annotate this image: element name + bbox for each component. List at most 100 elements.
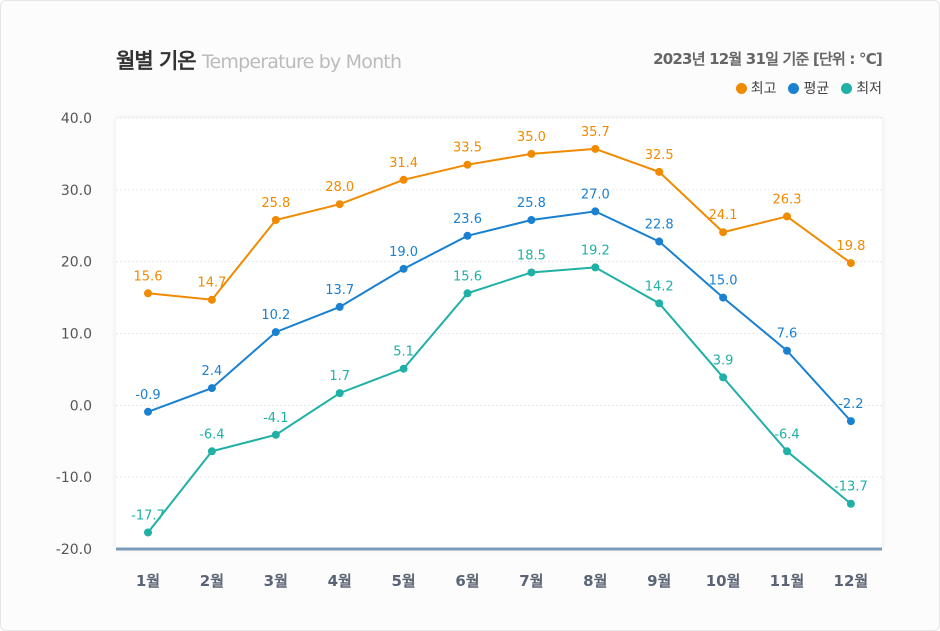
legend-item: 최고 <box>735 78 777 98</box>
x-tick-label: 11월 <box>770 572 805 590</box>
legend: 최고 평균 최저 <box>735 78 882 98</box>
data-point <box>846 417 855 426</box>
data-label: 31.4 <box>389 156 418 171</box>
data-point <box>271 430 280 439</box>
data-label: 27.0 <box>581 187 610 202</box>
data-point <box>591 263 600 272</box>
data-point <box>655 237 664 246</box>
data-point <box>591 207 600 216</box>
data-label: 15.6 <box>134 269 163 284</box>
data-label: 25.8 <box>261 196 290 211</box>
data-label: 22.8 <box>645 218 674 233</box>
data-label: 15.0 <box>709 274 738 289</box>
y-tick-label: -10.0 <box>56 470 92 486</box>
data-point <box>144 407 152 416</box>
data-point <box>399 364 408 373</box>
data-point <box>719 228 728 237</box>
title-text: 월별 기온 <box>116 49 197 73</box>
data-label: 13.7 <box>325 283 354 298</box>
data-point <box>783 447 791 456</box>
data-label: 14.7 <box>197 276 226 291</box>
data-point <box>144 528 152 537</box>
legend-label: 평균 <box>803 81 830 97</box>
data-label: -6.4 <box>774 427 799 442</box>
x-tick-label: 5월 <box>391 572 415 590</box>
y-tick-label: -20.0 <box>56 542 92 558</box>
legend-dot-icon <box>735 82 747 94</box>
data-point <box>335 389 344 398</box>
chart-subtitle: Temperature by Month <box>201 51 402 73</box>
data-label: 10.2 <box>261 308 290 323</box>
data-label: 5.1 <box>393 345 414 360</box>
data-point <box>846 499 855 508</box>
data-label: -4.1 <box>263 411 288 426</box>
data-point <box>207 295 216 304</box>
data-point <box>655 299 664 308</box>
data-point <box>527 149 536 158</box>
data-point <box>719 293 728 302</box>
data-point <box>783 346 791 355</box>
data-label: 23.6 <box>453 212 482 227</box>
x-tick-label: 10월 <box>706 572 741 590</box>
data-label: 19.2 <box>581 243 610 258</box>
data-point <box>335 302 344 311</box>
series-line <box>147 210 852 422</box>
data-label: 15.6 <box>453 269 482 284</box>
data-point <box>527 216 536 225</box>
data-label: 7.6 <box>777 327 798 342</box>
legend-item: 평균 <box>788 78 829 98</box>
data-point <box>463 160 472 169</box>
data-label: 14.2 <box>645 279 674 294</box>
data-label: -6.4 <box>199 427 224 442</box>
legend-item: 최저 <box>841 78 882 98</box>
basis-date: 2023년 12월 31일 기준 [단위 : °C] <box>653 50 883 68</box>
x-tick-label: 12월 <box>834 572 869 590</box>
data-point <box>207 384 216 393</box>
data-label: 1.7 <box>329 369 350 384</box>
data-label: 32.5 <box>645 148 674 163</box>
series-line <box>147 266 852 534</box>
data-point <box>207 447 216 456</box>
legend-label: 최고 <box>750 81 777 97</box>
y-tick-label: 10.0 <box>61 327 92 343</box>
data-point <box>399 175 408 184</box>
data-label: 35.7 <box>581 125 610 140</box>
series-line <box>147 147 852 301</box>
chart-title: 월별 기온 Temperature by Month <box>116 45 402 75</box>
data-label: 35.0 <box>517 130 546 145</box>
data-label: 3.9 <box>713 353 734 368</box>
data-label: -0.9 <box>135 388 160 403</box>
data-label: -17.7 <box>131 508 165 523</box>
data-point <box>527 268 536 277</box>
data-point <box>591 144 600 153</box>
data-point <box>335 200 344 209</box>
data-point <box>144 289 152 298</box>
y-tick-label: 40.0 <box>61 111 92 127</box>
data-label: 18.5 <box>517 248 546 263</box>
data-label: 26.3 <box>773 192 802 207</box>
x-tick-label: 3월 <box>264 572 288 590</box>
y-tick-label: 0.0 <box>70 398 92 414</box>
data-label: -13.7 <box>834 480 868 495</box>
data-label: 25.8 <box>517 196 546 211</box>
x-tick-label: 6월 <box>455 572 479 590</box>
data-label: 2.4 <box>202 364 223 379</box>
data-point <box>463 231 472 240</box>
x-tick-label: 8월 <box>583 572 607 590</box>
legend-label: 최저 <box>856 81 882 97</box>
x-tick-label: 2월 <box>200 572 224 590</box>
data-point <box>846 259 855 268</box>
data-point <box>719 373 728 382</box>
y-tick-label: 20.0 <box>61 255 92 271</box>
legend-dot-icon <box>788 82 800 94</box>
plot-area <box>116 118 882 549</box>
data-label: 33.5 <box>453 141 482 156</box>
legend-dot-icon <box>841 82 853 94</box>
x-tick-label: 4월 <box>328 572 352 590</box>
data-point <box>271 216 280 225</box>
data-point <box>655 167 664 176</box>
data-point <box>783 212 791 221</box>
data-label: 24.1 <box>709 208 738 223</box>
data-point <box>399 264 408 273</box>
